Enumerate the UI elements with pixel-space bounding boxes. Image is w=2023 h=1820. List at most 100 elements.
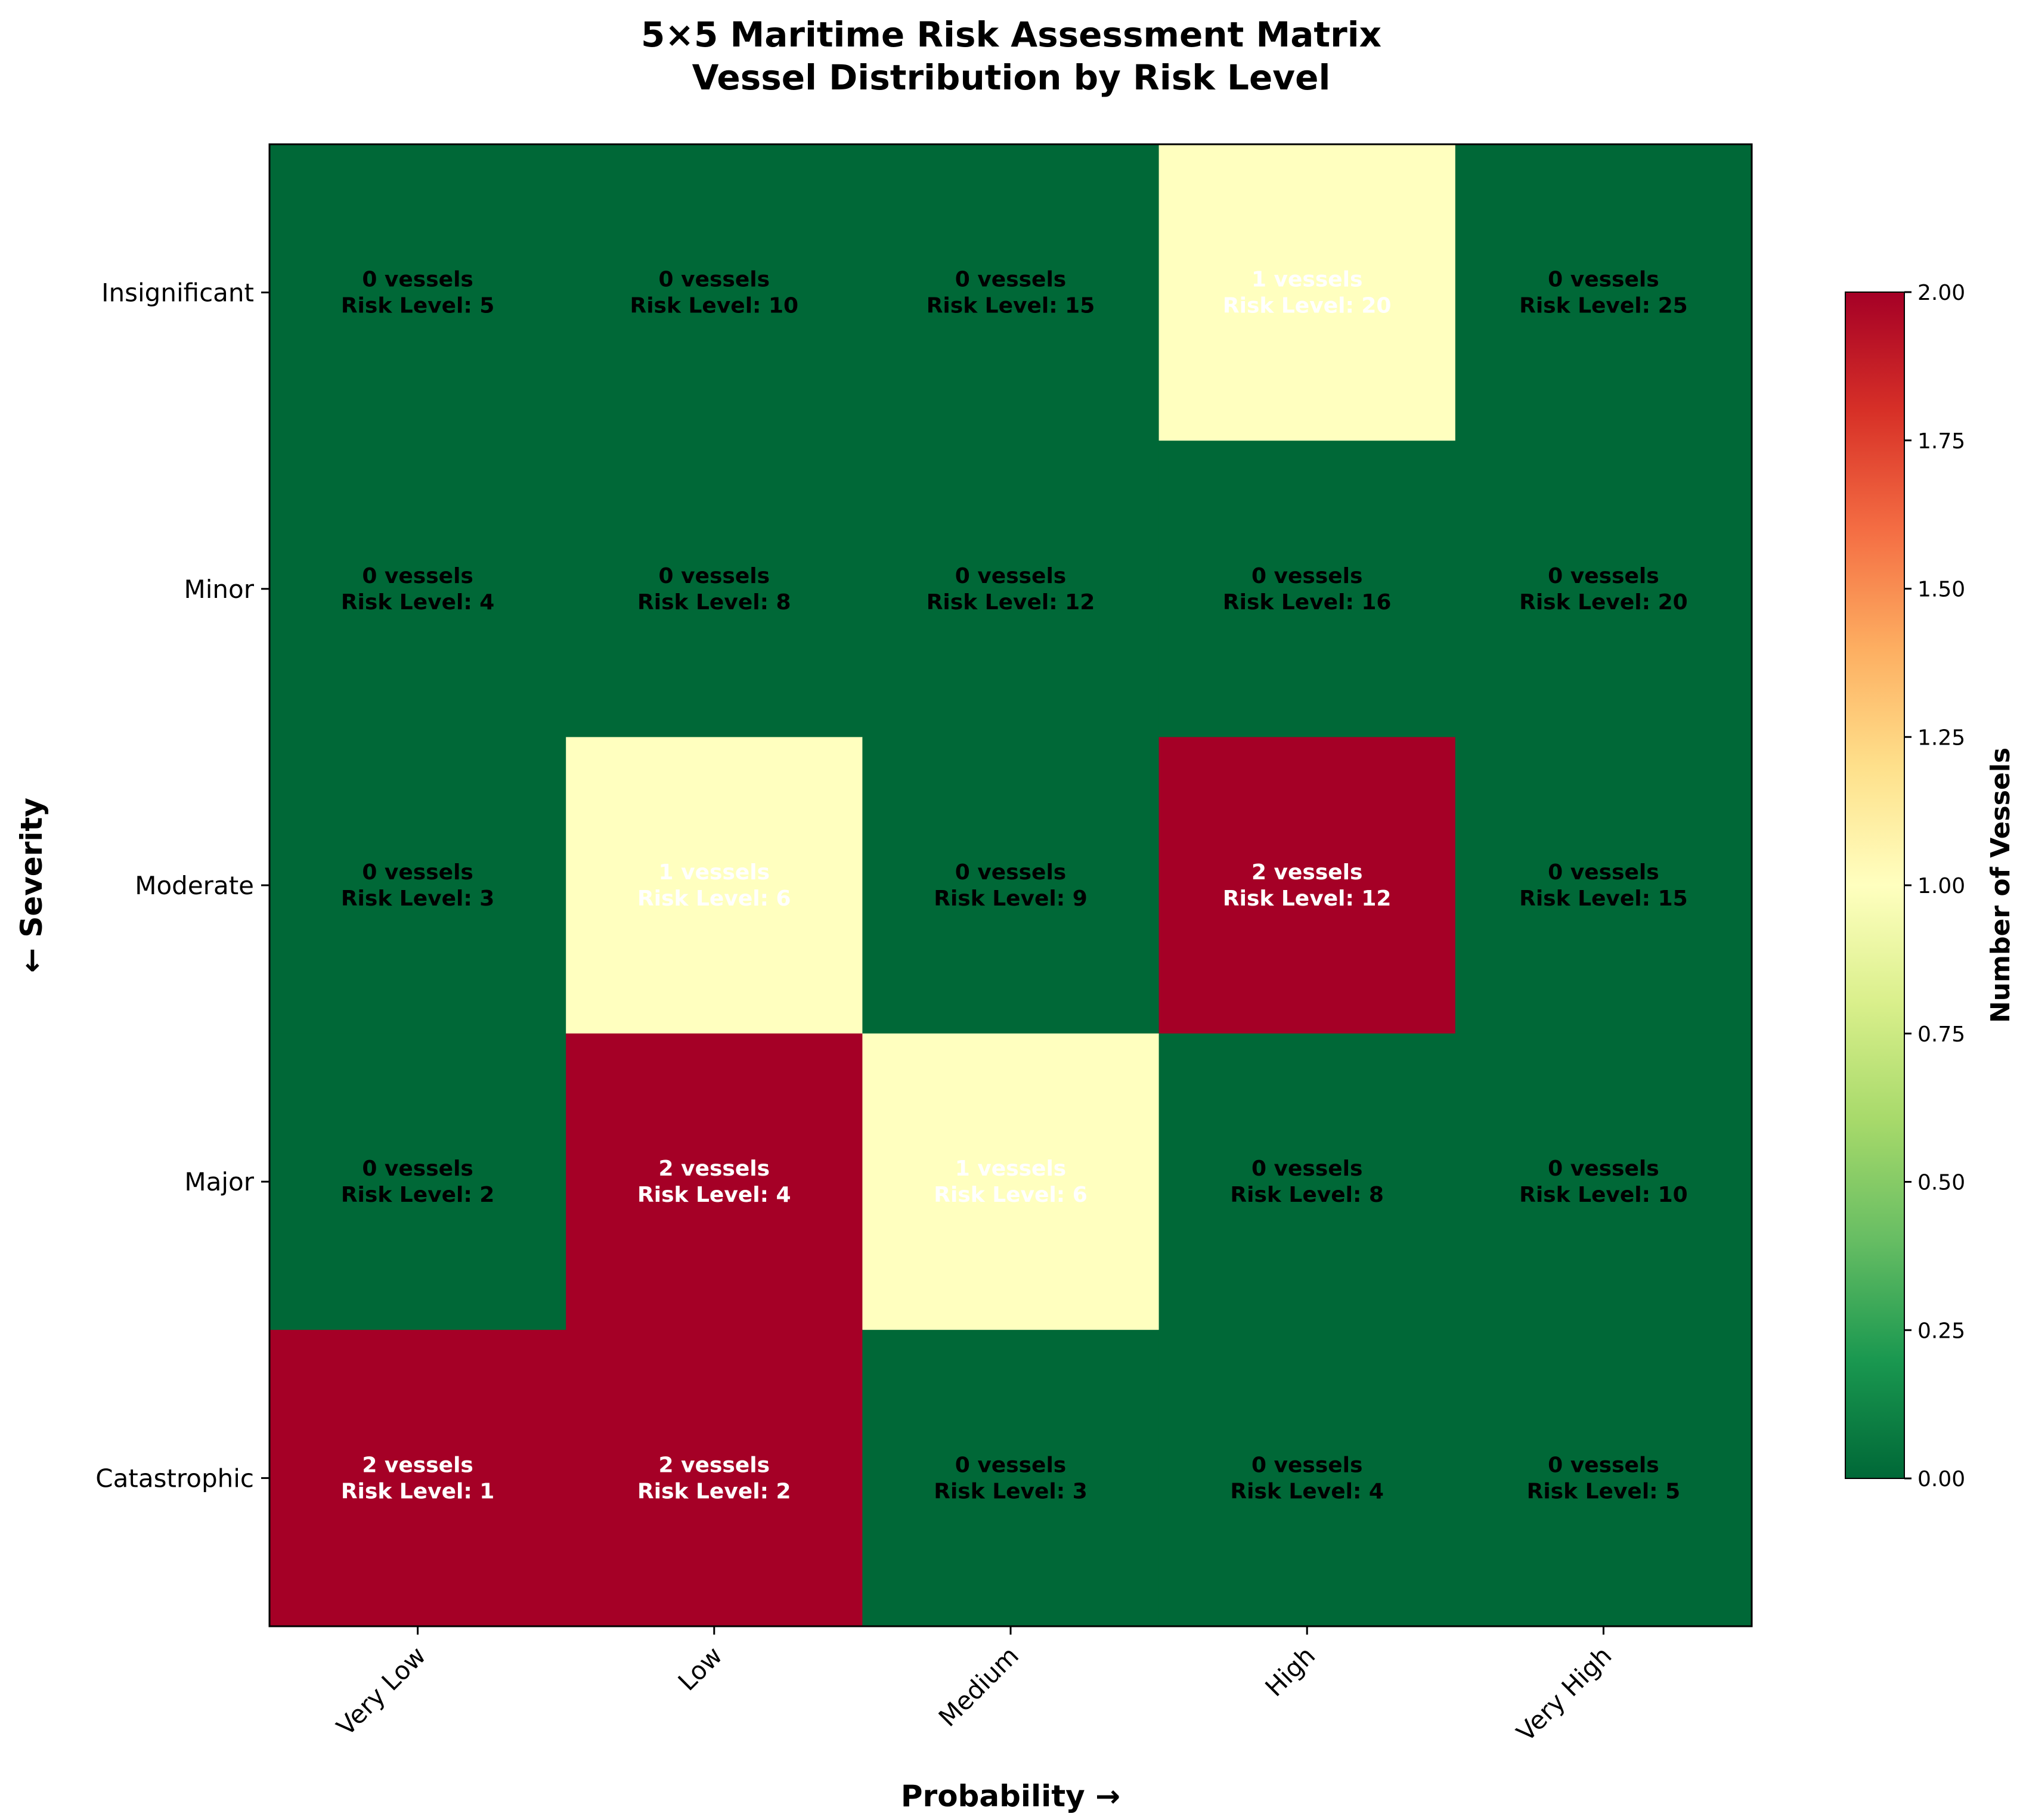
- cell-risk-label: Risk Level: 4: [637, 1183, 791, 1207]
- cell-count-label: 0 vessels: [1251, 1157, 1363, 1181]
- cell-risk-label: Risk Level: 20: [1223, 294, 1392, 318]
- cell-risk-label: Risk Level: 3: [934, 1479, 1088, 1503]
- y-tick-label: Minor: [184, 575, 255, 604]
- x-axis-ticks: Very Low Low Medium High Very High: [331, 1626, 1617, 1747]
- heatmap-cell: [1158, 737, 1456, 1034]
- cell-count-label: 0 vessels: [955, 268, 1067, 292]
- colorbar-tick-label: 0.00: [1917, 1467, 1965, 1492]
- heatmap-cell: [862, 144, 1160, 441]
- heatmap-cell: [1455, 144, 1752, 441]
- cell-count-label: 0 vessels: [659, 268, 770, 292]
- heatmap-cell: [1455, 1329, 1752, 1627]
- heatmap-cell: [862, 737, 1160, 1034]
- cell-count-label: 0 vessels: [362, 860, 473, 885]
- heatmap-cell: [1455, 737, 1752, 1034]
- x-tick-label: Very Low: [331, 1641, 432, 1741]
- cell-risk-label: Risk Level: 10: [630, 294, 799, 318]
- y-axis-ticks: Insignificant Minor Moderate Major Catastrop…: [95, 278, 269, 1493]
- cell-count-label: 0 vessels: [955, 1453, 1067, 1477]
- cell-risk-label: Risk Level: 6: [637, 886, 791, 911]
- colorbar-tick-label: 0.75: [1917, 1022, 1965, 1047]
- cell-risk-label: Risk Level: 15: [1519, 886, 1688, 911]
- y-tick-label: Major: [184, 1167, 254, 1196]
- cell-risk-label: Risk Level: 16: [1223, 590, 1392, 615]
- heatmap-cell: [1455, 1033, 1752, 1331]
- heatmap-cell: [269, 1033, 566, 1331]
- cell-count-label: 0 vessels: [362, 268, 473, 292]
- heatmap-cell: [1158, 441, 1456, 737]
- colorbar-tick-label: 0.50: [1917, 1171, 1965, 1195]
- cell-count-label: 2 vessels: [362, 1453, 473, 1477]
- heatmap-cell: [1158, 1033, 1456, 1331]
- cell-count-label: 1 vessels: [955, 1157, 1067, 1181]
- cell-risk-label: Risk Level: 3: [341, 886, 495, 911]
- cell-risk-label: Risk Level: 9: [934, 886, 1088, 911]
- cell-risk-label: Risk Level: 20: [1519, 590, 1688, 615]
- y-axis-label: ← Severity: [14, 798, 49, 973]
- colorbar: [1845, 292, 1905, 1479]
- x-tick-label: Very High: [1511, 1641, 1617, 1747]
- cell-count-label: 0 vessels: [1251, 564, 1363, 588]
- x-tick-label: High: [1259, 1641, 1321, 1702]
- cell-count-label: 0 vessels: [362, 1157, 473, 1181]
- cell-risk-label: Risk Level: 1: [341, 1479, 495, 1503]
- cell-risk-label: Risk Level: 6: [934, 1183, 1088, 1207]
- cell-risk-label: Risk Level: 8: [1230, 1183, 1384, 1207]
- heatmap-cell: [269, 441, 566, 737]
- y-tick-label: Insignificant: [101, 278, 254, 308]
- cell-risk-label: Risk Level: 12: [927, 590, 1095, 615]
- cell-risk-label: Risk Level: 4: [341, 590, 495, 615]
- chart-title-line-1: 5×5 Maritime Risk Assessment Matrix: [641, 14, 1381, 55]
- cell-risk-label: Risk Level: 25: [1519, 294, 1688, 318]
- colorbar-tick-label: 1.50: [1917, 578, 1965, 602]
- heatmap-cell: [566, 737, 863, 1034]
- heatmap-cell: [566, 144, 863, 441]
- x-tick-label: Medium: [933, 1641, 1024, 1732]
- heatmap-cell: [862, 1033, 1160, 1331]
- heatmap-cell: [566, 1329, 863, 1627]
- cell-count-label: 0 vessels: [1548, 1157, 1659, 1181]
- cell-count-label: 0 vessels: [955, 860, 1067, 885]
- heatmap-cell: [566, 441, 863, 737]
- cell-risk-label: Risk Level: 12: [1223, 886, 1392, 911]
- heatmap-cell: [1455, 441, 1752, 737]
- colorbar-tick-label: 1.00: [1917, 874, 1965, 898]
- colorbar-tick-label: 1.75: [1917, 429, 1965, 454]
- cell-count-label: 0 vessels: [1548, 268, 1659, 292]
- colorbar-label: Number of Vessels: [1985, 748, 2016, 1023]
- y-tick-label: Catastrophic: [95, 1464, 254, 1493]
- colorbar-tick-label: 0.25: [1917, 1319, 1965, 1343]
- heatmap-cell: [269, 144, 566, 441]
- x-axis-label: Probability →: [901, 1779, 1120, 1813]
- cell-count-label: 2 vessels: [659, 1453, 770, 1477]
- cell-risk-label: Risk Level: 2: [341, 1183, 495, 1207]
- cell-count-label: 0 vessels: [659, 564, 770, 588]
- cell-risk-label: Risk Level: 5: [1527, 1479, 1681, 1503]
- cell-risk-label: Risk Level: 4: [1230, 1479, 1384, 1503]
- cell-count-label: 2 vessels: [659, 1157, 770, 1181]
- cell-count-label: 1 vessels: [1251, 268, 1363, 292]
- cell-count-label: 0 vessels: [1548, 1453, 1659, 1477]
- heatmap-cell: [566, 1033, 863, 1331]
- heatmap-cell: [269, 1329, 566, 1627]
- heatmap-cell: [1158, 1329, 1456, 1627]
- colorbar-tick-label: 2.00: [1917, 281, 1965, 305]
- x-tick-label: Low: [673, 1641, 728, 1696]
- cell-count-label: 1 vessels: [659, 860, 770, 885]
- heatmap-cell: [862, 441, 1160, 737]
- cell-count-label: 0 vessels: [955, 564, 1067, 588]
- cell-risk-label: Risk Level: 15: [927, 294, 1095, 318]
- cell-risk-label: Risk Level: 10: [1519, 1183, 1688, 1207]
- colorbar-ticks: 0.00 0.25 0.50 0.75 1.00 1.25 1.50 1.75 2.00: [1904, 281, 1965, 1492]
- cell-risk-label: Risk Level: 5: [341, 294, 495, 318]
- chart-title-line-2: Vessel Distribution by Risk Level: [692, 57, 1331, 98]
- heatmap-cell: [269, 737, 566, 1034]
- cell-risk-label: Risk Level: 2: [637, 1479, 791, 1503]
- colorbar-tick-label: 1.25: [1917, 725, 1965, 750]
- cell-count-label: 0 vessels: [1251, 1453, 1363, 1477]
- heatmap-cell: [1158, 144, 1456, 441]
- y-tick-label: Moderate: [135, 871, 254, 900]
- cell-count-label: 0 vessels: [1548, 564, 1659, 588]
